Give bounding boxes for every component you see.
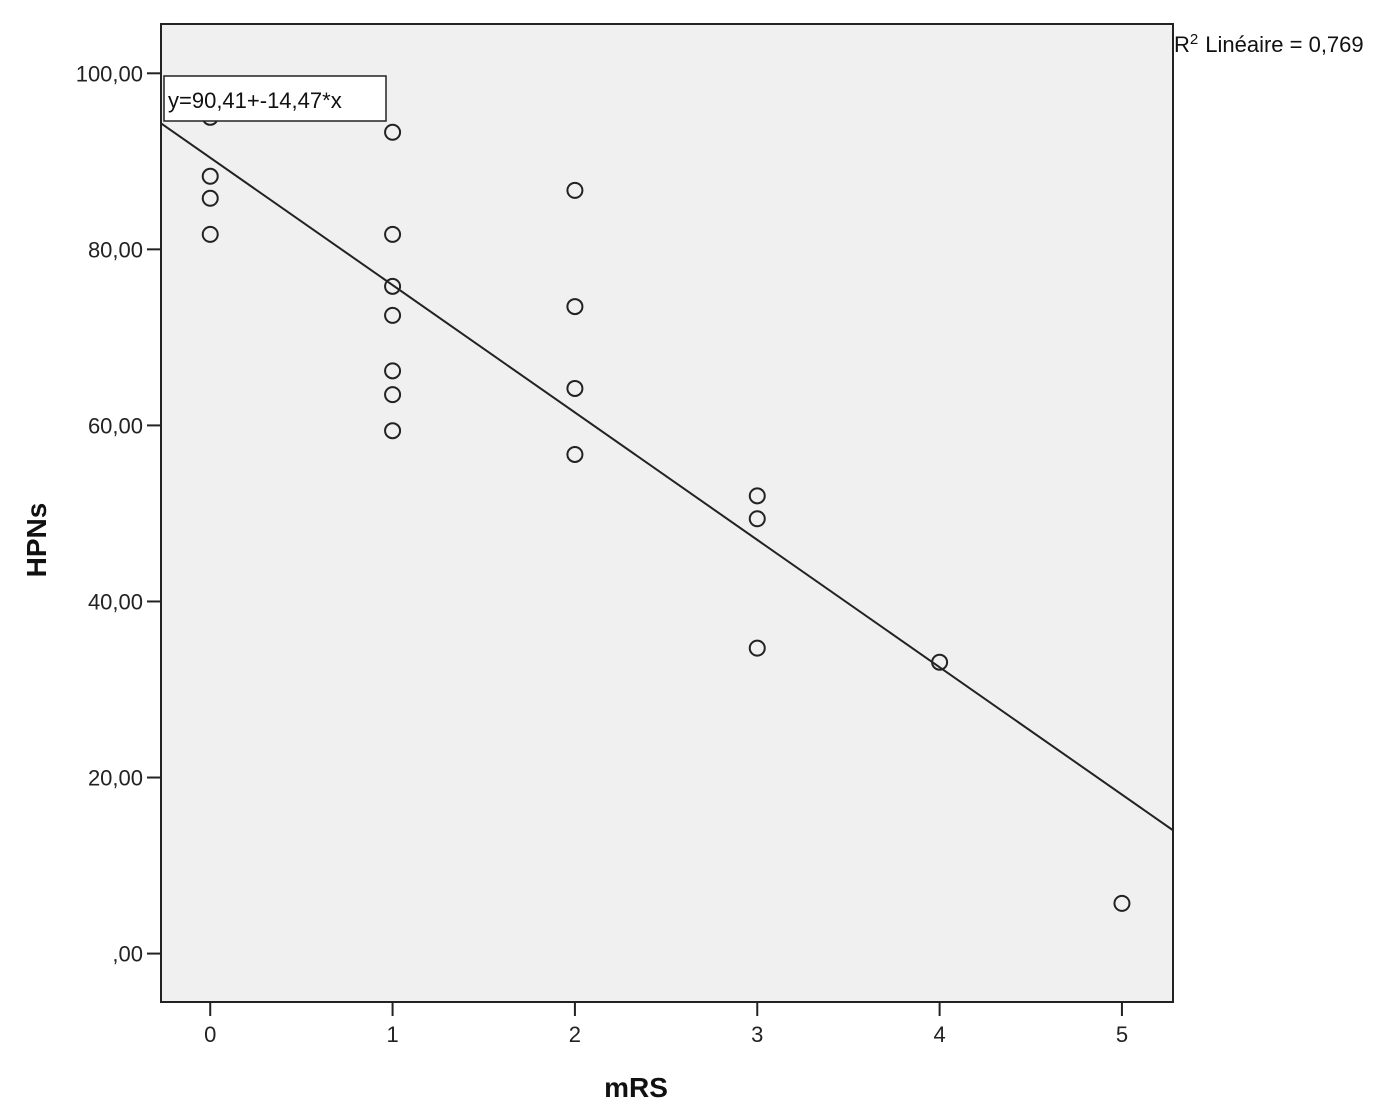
x-axis-title: mRS (604, 1072, 668, 1103)
r-squared-label: R2 Linéaire = 0,769 (1174, 31, 1364, 58)
y-tick-label: ,00 (112, 942, 143, 967)
y-tick-label: 40,00 (88, 589, 143, 614)
r-squared-value: Linéaire = 0,769 (1205, 32, 1363, 57)
y-axis-title: HPNs (21, 503, 52, 578)
y-axis-ticks: ,00 20,00 40,00 60,00 80,00 100,00 (76, 61, 161, 967)
data-point (201, 189, 219, 207)
data-point (748, 487, 766, 505)
data-point (384, 386, 402, 404)
x-tick-label: 5 (1116, 1022, 1128, 1047)
y-tick-label: 80,00 (88, 237, 143, 262)
data-point (384, 225, 402, 243)
y-tick-label: 20,00 (88, 766, 143, 791)
equation-box (163, 75, 387, 122)
x-tick-label: 1 (386, 1022, 398, 1047)
data-point (748, 639, 766, 657)
y-tick-label: 60,00 (88, 413, 143, 438)
x-tick-label: 2 (569, 1022, 581, 1047)
data-point (384, 123, 402, 141)
data-point (201, 225, 219, 243)
plot-area (160, 23, 1174, 1003)
x-tick-label: 4 (933, 1022, 945, 1047)
data-point (384, 306, 402, 324)
data-point (566, 379, 584, 397)
r-squared-prefix: R (1174, 32, 1190, 57)
data-point (1113, 894, 1131, 912)
equation-annotation: y=90,41+-14,47*x (163, 75, 387, 122)
data-point (931, 653, 949, 671)
data-point (201, 167, 219, 185)
x-tick-label: 3 (751, 1022, 763, 1047)
x-axis-ticks: 0 1 2 3 4 5 (204, 1002, 1128, 1047)
data-point (566, 298, 584, 316)
data-point (566, 445, 584, 463)
data-point (384, 277, 402, 295)
data-point (748, 510, 766, 528)
y-tick-label: 100,00 (76, 61, 143, 86)
data-point (384, 362, 402, 380)
data-point (566, 181, 584, 199)
equation-label: y=90,41+-14,47*x (168, 88, 342, 113)
data-point (384, 422, 402, 440)
r-squared-exponent: 2 (1190, 31, 1198, 48)
x-tick-label: 0 (204, 1022, 216, 1047)
regression-line (161, 122, 1173, 832)
